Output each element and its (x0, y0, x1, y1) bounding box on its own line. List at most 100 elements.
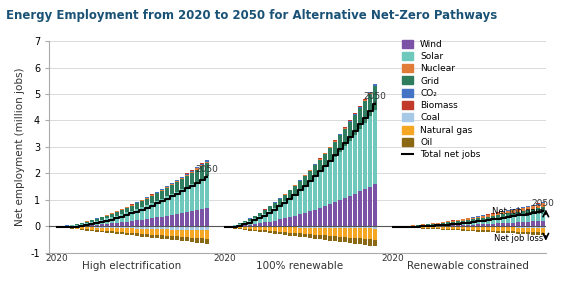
Bar (268, 221, 272, 226)
Bar (343, 237, 347, 242)
Bar (268, 231, 272, 233)
Bar (531, 205, 535, 206)
Bar (426, 226, 430, 227)
Bar (466, 225, 470, 226)
Text: 2050: 2050 (364, 92, 386, 101)
Bar (328, 147, 332, 148)
Bar (70, 225, 74, 226)
Bar (318, 159, 322, 160)
Bar (461, 225, 465, 226)
Bar (200, 163, 204, 164)
Bar (466, 222, 470, 225)
Bar (491, 214, 495, 216)
Bar (105, 231, 109, 233)
Bar (526, 207, 530, 210)
Bar (253, 227, 257, 230)
Bar (283, 232, 287, 235)
Bar (298, 190, 302, 214)
Bar (115, 232, 119, 234)
Bar (333, 202, 337, 226)
Bar (456, 220, 460, 221)
Bar (358, 106, 363, 107)
Bar (496, 218, 500, 223)
Bar (471, 221, 475, 224)
Bar (125, 226, 129, 228)
Bar (170, 185, 174, 194)
Bar (185, 212, 189, 226)
Bar (431, 227, 435, 228)
Bar (461, 227, 465, 229)
Bar (368, 94, 372, 116)
Bar (531, 232, 535, 235)
Bar (200, 166, 204, 179)
Bar (486, 230, 490, 232)
Bar (323, 235, 327, 240)
Bar (248, 221, 252, 225)
Bar (140, 234, 144, 237)
Bar (233, 227, 237, 228)
Bar (526, 206, 530, 207)
Bar (288, 232, 292, 235)
Bar (190, 230, 194, 238)
Bar (150, 226, 154, 229)
Bar (140, 200, 144, 201)
Bar (130, 226, 134, 228)
Bar (333, 141, 337, 142)
Bar (531, 209, 535, 213)
Bar (431, 228, 435, 229)
Text: 2050: 2050 (196, 165, 219, 174)
Bar (471, 226, 475, 227)
Bar (531, 221, 535, 226)
Bar (328, 236, 332, 241)
Bar (353, 228, 357, 238)
Bar (160, 235, 164, 239)
Bar (481, 226, 485, 227)
Bar (288, 228, 292, 232)
Bar (95, 219, 99, 221)
Bar (436, 224, 440, 226)
Bar (195, 181, 200, 210)
Bar (115, 211, 119, 212)
Bar (75, 225, 79, 226)
Bar (100, 228, 104, 231)
Bar (155, 192, 159, 193)
Bar (185, 230, 189, 237)
Bar (205, 163, 209, 176)
Bar (303, 176, 307, 186)
Bar (313, 165, 317, 177)
Bar (436, 223, 440, 224)
Bar (506, 223, 510, 226)
Bar (353, 194, 357, 226)
Bar (308, 228, 312, 234)
Bar (343, 228, 347, 237)
Bar (431, 226, 435, 227)
Bar (446, 225, 450, 226)
Bar (273, 203, 277, 208)
Bar (298, 214, 302, 226)
Bar (338, 200, 342, 226)
Bar (526, 210, 530, 214)
Bar (263, 214, 267, 222)
Bar (338, 228, 342, 237)
Bar (283, 227, 287, 232)
Bar (476, 216, 480, 217)
Bar (353, 226, 357, 228)
Bar (273, 227, 277, 231)
Bar (506, 210, 510, 211)
Bar (373, 240, 377, 246)
Bar (536, 228, 540, 232)
Bar (195, 167, 200, 168)
Bar (541, 232, 545, 235)
Bar (496, 227, 500, 231)
Bar (70, 228, 74, 229)
Bar (205, 162, 209, 163)
Bar (308, 170, 312, 181)
Bar (238, 228, 242, 229)
Bar (368, 187, 372, 226)
Bar (446, 222, 450, 224)
Bar (205, 230, 209, 239)
Bar (303, 228, 307, 234)
Bar (120, 232, 124, 234)
Bar (190, 184, 194, 211)
Bar (481, 218, 485, 220)
